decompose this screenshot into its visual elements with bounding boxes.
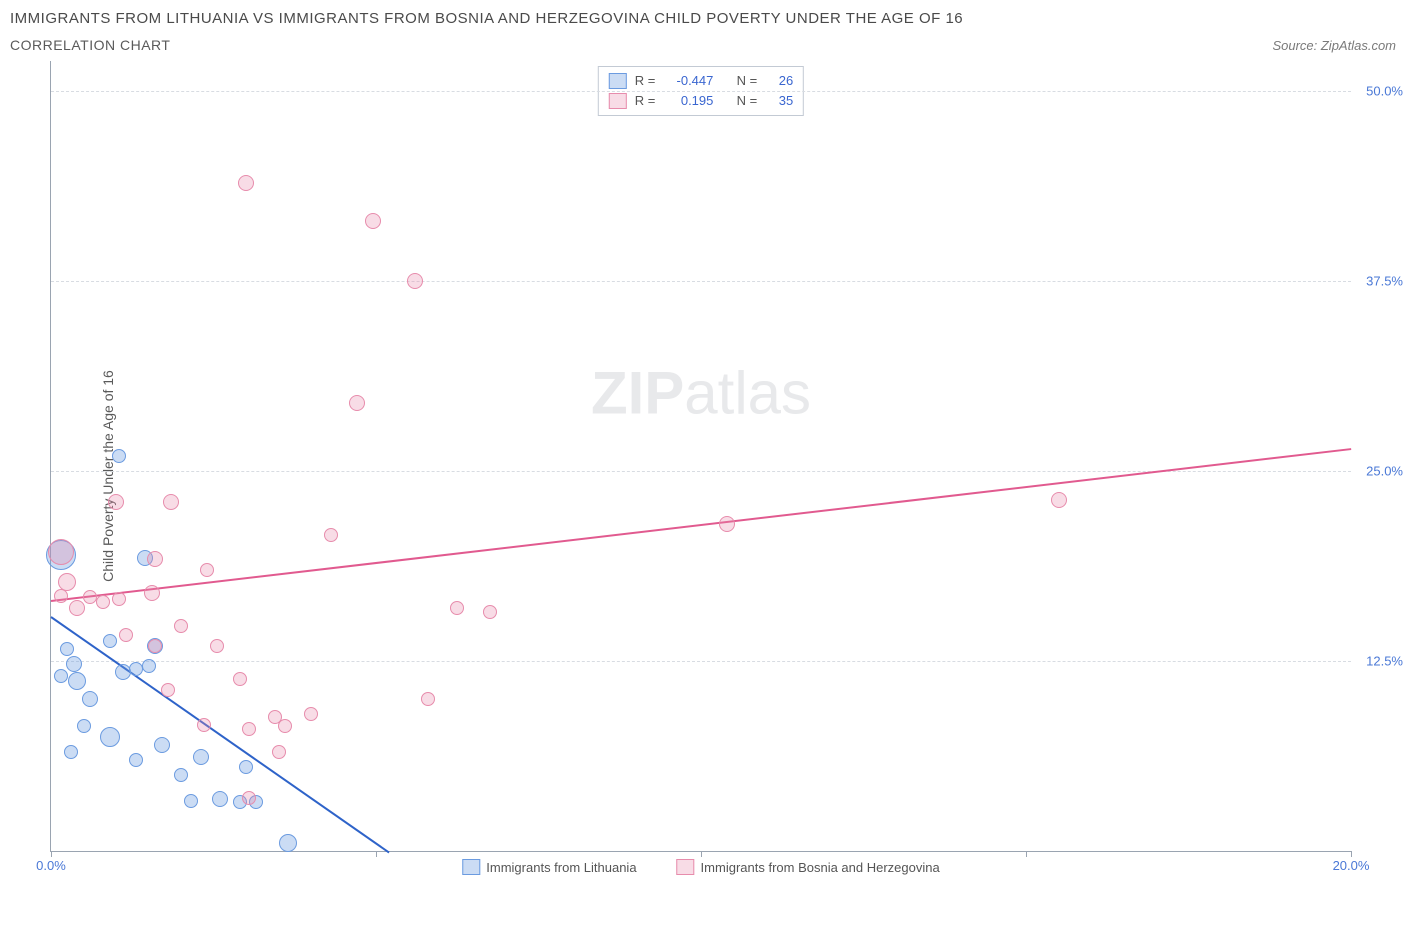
data-point: [119, 628, 133, 642]
data-point: [210, 639, 224, 653]
x-tick-mark: [376, 851, 377, 857]
data-point: [184, 794, 198, 808]
data-point: [161, 683, 175, 697]
data-point: [174, 619, 188, 633]
data-point: [278, 719, 292, 733]
data-point: [193, 749, 209, 765]
legend-swatch: [677, 859, 695, 875]
data-point: [483, 605, 497, 619]
series-swatch: [609, 93, 627, 109]
data-point: [142, 659, 156, 673]
watermark: ZIPatlas: [591, 358, 811, 427]
y-tick-label: 37.5%: [1366, 274, 1403, 289]
legend-item: Immigrants from Bosnia and Herzegovina: [677, 859, 940, 875]
data-point: [129, 753, 143, 767]
x-tick-mark: [1026, 851, 1027, 857]
data-point: [112, 449, 126, 463]
chart-container: Child Poverty Under the Age of 16 ZIPatl…: [10, 61, 1390, 891]
data-point: [233, 672, 247, 686]
data-point: [242, 791, 256, 805]
data-point: [719, 516, 735, 532]
plot-area: ZIPatlas R =-0.447 N =26R =0.195 N =35 I…: [50, 61, 1351, 852]
x-tick-mark: [1351, 851, 1352, 857]
stat-row: R = 0.195 N = 35: [609, 91, 793, 111]
data-point: [174, 768, 188, 782]
data-point: [48, 539, 74, 565]
data-point: [154, 737, 170, 753]
data-point: [239, 760, 253, 774]
stat-r-label: R =: [635, 91, 656, 111]
x-tick-mark: [701, 851, 702, 857]
stat-r-value: 0.195: [663, 91, 713, 111]
x-tick-label: 0.0%: [36, 858, 66, 873]
gridline: [51, 661, 1351, 662]
chart-title: IMMIGRANTS FROM LITHUANIA VS IMMIGRANTS …: [10, 10, 1396, 27]
legend: Immigrants from Lithuania Immigrants from…: [462, 859, 939, 875]
data-point: [272, 745, 286, 759]
data-point: [238, 175, 254, 191]
data-point: [365, 213, 381, 229]
data-point: [54, 589, 68, 603]
data-point: [1051, 492, 1067, 508]
subtitle-row: CORRELATION CHART Source: ZipAtlas.com: [10, 37, 1396, 53]
stat-n-value: 35: [765, 91, 793, 111]
gridline: [51, 281, 1351, 282]
data-point: [279, 834, 297, 852]
data-point: [69, 600, 85, 616]
stat-row: R = -0.447 N = 26: [609, 71, 793, 91]
data-point: [64, 745, 78, 759]
data-point: [197, 718, 211, 732]
source-label: Source: ZipAtlas.com: [1272, 38, 1396, 53]
x-tick-label: 20.0%: [1333, 858, 1370, 873]
legend-swatch: [462, 859, 480, 875]
data-point: [77, 719, 91, 733]
data-point: [212, 791, 228, 807]
legend-label: Immigrants from Bosnia and Herzegovina: [701, 860, 940, 875]
data-point: [96, 595, 110, 609]
stat-r-value: -0.447: [663, 71, 713, 91]
series-swatch: [609, 73, 627, 89]
data-point: [82, 691, 98, 707]
x-tick-mark: [51, 851, 52, 857]
stat-r-label: R =: [635, 71, 656, 91]
data-point: [60, 642, 74, 656]
data-point: [100, 727, 120, 747]
data-point: [112, 592, 126, 606]
legend-label: Immigrants from Lithuania: [486, 860, 636, 875]
data-point: [108, 494, 124, 510]
data-point: [200, 563, 214, 577]
data-point: [83, 590, 97, 604]
data-point: [129, 662, 143, 676]
data-point: [349, 395, 365, 411]
data-point: [66, 656, 82, 672]
data-point: [148, 639, 162, 653]
data-point: [450, 601, 464, 615]
chart-subtitle: CORRELATION CHART: [10, 37, 170, 53]
data-point: [421, 692, 435, 706]
data-point: [144, 585, 160, 601]
data-point: [407, 273, 423, 289]
stat-n-label: N =: [737, 91, 758, 111]
y-tick-label: 50.0%: [1366, 84, 1403, 99]
data-point: [103, 634, 117, 648]
gridline: [51, 91, 1351, 92]
data-point: [54, 669, 68, 683]
data-point: [324, 528, 338, 542]
legend-item: Immigrants from Lithuania: [462, 859, 636, 875]
data-point: [242, 722, 256, 736]
y-tick-label: 12.5%: [1366, 654, 1403, 669]
data-point: [163, 494, 179, 510]
stat-n-label: N =: [737, 71, 758, 91]
stat-n-value: 26: [765, 71, 793, 91]
data-point: [147, 551, 163, 567]
data-point: [304, 707, 318, 721]
y-tick-label: 25.0%: [1366, 464, 1403, 479]
data-point: [68, 672, 86, 690]
